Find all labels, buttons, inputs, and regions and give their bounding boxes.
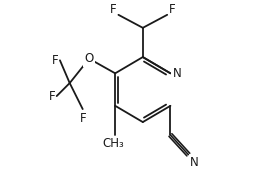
Text: N: N xyxy=(173,67,182,80)
Text: CH₃: CH₃ xyxy=(103,137,124,150)
Text: F: F xyxy=(49,90,55,103)
Text: F: F xyxy=(79,112,86,125)
Text: N: N xyxy=(190,156,199,169)
Text: F: F xyxy=(169,3,175,16)
Text: F: F xyxy=(110,3,117,16)
Text: O: O xyxy=(85,52,94,65)
Text: F: F xyxy=(52,54,58,67)
